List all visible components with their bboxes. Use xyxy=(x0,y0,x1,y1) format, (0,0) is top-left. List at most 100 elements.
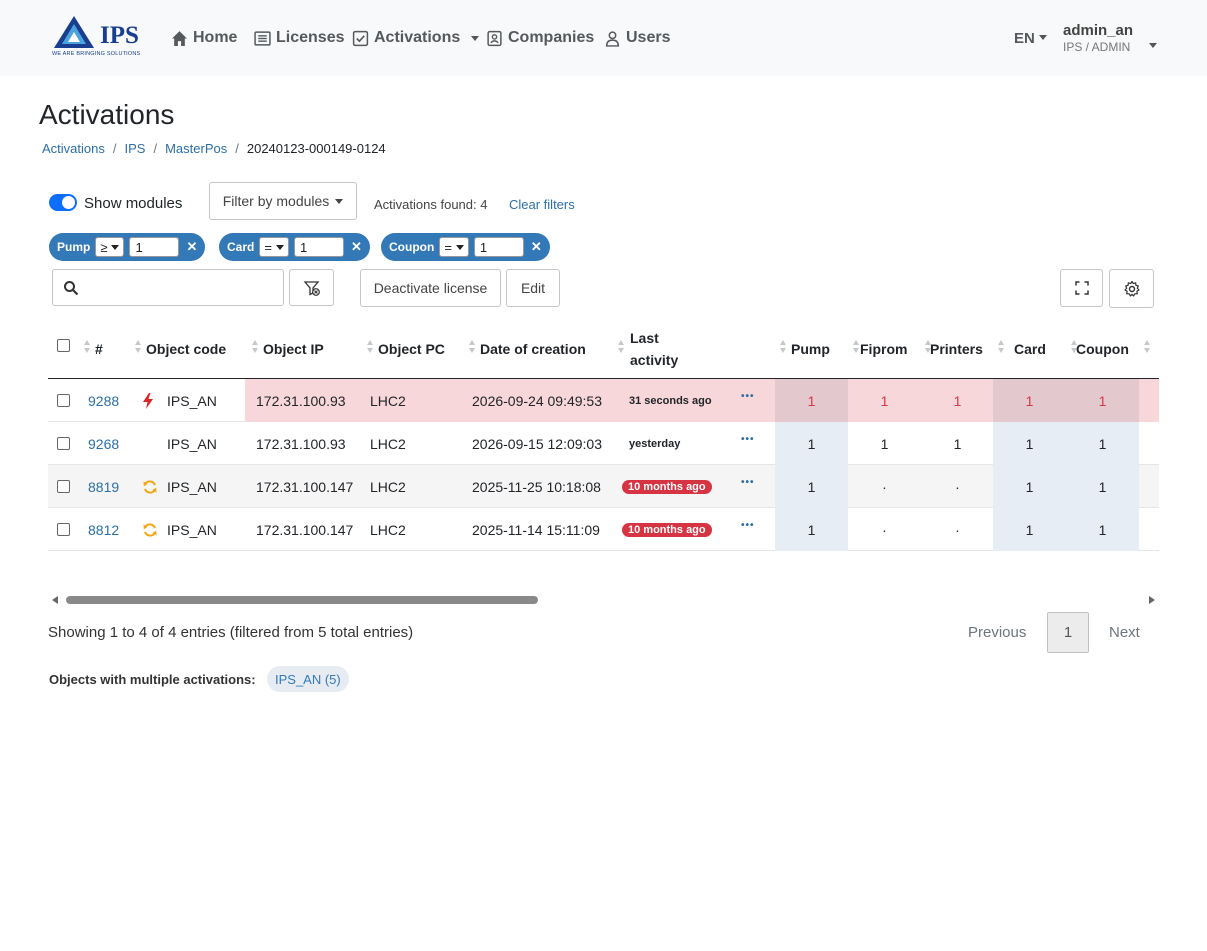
row-checkbox[interactable] xyxy=(57,480,70,493)
sort-icon[interactable] xyxy=(618,340,625,354)
nav-licenses[interactable]: Licenses xyxy=(254,29,344,47)
col-header-num[interactable]: # xyxy=(95,340,103,357)
pagination-page-1[interactable]: 1 xyxy=(1047,612,1089,653)
user-menu[interactable]: admin_an IPS / ADMIN xyxy=(1063,22,1157,54)
sort-icon[interactable] xyxy=(367,340,374,354)
row-module-fiprom: · xyxy=(882,521,887,538)
row-object-ip: 172.31.100.147 xyxy=(256,521,354,538)
col-header-fiprom[interactable]: Fiprom xyxy=(860,340,908,357)
nav-companies[interactable]: Companies xyxy=(486,29,594,47)
user-name: admin_an xyxy=(1063,22,1134,39)
table-info: Showing 1 to 4 of 4 entries (filtered fr… xyxy=(48,624,414,641)
row-date-creation: 2026-09-24 09:49:53 xyxy=(472,392,602,409)
row-checkbox[interactable] xyxy=(57,394,70,407)
pagination-next[interactable]: Next xyxy=(1109,624,1140,641)
row-menu-icon[interactable]: ••• xyxy=(741,520,755,531)
chip-operator-select[interactable]: = xyxy=(259,237,289,257)
clear-filters-link[interactable]: Clear filters xyxy=(509,197,575,212)
sort-icon[interactable] xyxy=(135,340,142,354)
chip-value-input[interactable]: 1 xyxy=(293,237,344,257)
page-title: Activations xyxy=(39,99,175,130)
nav-activations[interactable]: Activations xyxy=(352,29,480,47)
show-modules-toggle[interactable] xyxy=(49,194,77,211)
filter-by-modules-button[interactable]: Filter by modules xyxy=(209,182,357,220)
row-id-link[interactable]: 8812 xyxy=(88,521,120,538)
row-module-coupon: 1 xyxy=(1066,422,1139,465)
sort-icon[interactable] xyxy=(252,340,259,354)
multiple-activations-badge[interactable]: IPS_AN (5) xyxy=(267,666,349,692)
chip-operator-select[interactable]: ≥ xyxy=(95,237,125,257)
clear-filter-button[interactable] xyxy=(289,269,334,306)
sort-icon[interactable] xyxy=(84,340,91,354)
row-module-coupon: 1 xyxy=(1066,508,1139,551)
table-row[interactable]: 8819 IPS_AN 172.31.100.147 LHC2 2025-11-25 1… xyxy=(48,465,1159,508)
row-module-card: 1 xyxy=(993,508,1066,551)
chip-value-input[interactable]: 1 xyxy=(473,237,524,257)
row-object-code: IPS_AN xyxy=(167,435,217,452)
row-module-card: 1 xyxy=(993,379,1066,422)
scroll-right-icon[interactable] xyxy=(1149,596,1155,604)
search-input[interactable] xyxy=(52,269,284,306)
col-header-coupon[interactable]: Coupon xyxy=(1076,340,1129,357)
horizontal-scrollbar[interactable] xyxy=(48,594,1159,606)
multiple-activations-label: Objects with multiple activations: xyxy=(49,672,256,687)
table-row[interactable]: 9288 IPS_AN 172.31.100.93 LHC2 2026-09-24 09… xyxy=(48,379,1159,422)
sort-icon[interactable] xyxy=(780,340,787,354)
col-header-object-code[interactable]: Object code xyxy=(146,340,227,357)
filter-chip-pump: Pump ≥ 1 ✕ xyxy=(49,233,206,261)
nav-users[interactable]: Users xyxy=(604,29,670,47)
chip-operator: ≥ xyxy=(100,239,108,255)
chip-name: Coupon xyxy=(389,240,435,254)
fullscreen-button[interactable] xyxy=(1060,269,1103,307)
fullscreen-icon xyxy=(1074,281,1089,295)
brand-logo[interactable]: IPS WE ARE BRINGING SOLUTIONS xyxy=(52,14,144,60)
row-menu-icon[interactable]: ••• xyxy=(741,391,755,402)
row-id-link[interactable]: 9268 xyxy=(88,435,120,452)
col-header-card[interactable]: Card xyxy=(1014,340,1046,357)
close-icon[interactable]: ✕ xyxy=(530,239,542,254)
row-checkbox[interactable] xyxy=(57,437,70,450)
select-all-checkbox[interactable] xyxy=(57,339,70,352)
col-header-printers[interactable]: Printers xyxy=(930,340,983,357)
close-icon[interactable]: ✕ xyxy=(186,239,198,254)
row-menu-icon[interactable]: ••• xyxy=(741,477,755,488)
close-icon[interactable]: ✕ xyxy=(350,239,362,254)
col-header-object-ip[interactable]: Object IP xyxy=(263,340,324,357)
breadcrumb-license: 20240123-000149-0124 xyxy=(246,141,386,156)
row-id-link[interactable]: 8819 xyxy=(88,478,120,495)
settings-button[interactable] xyxy=(1109,269,1154,308)
sort-icon[interactable] xyxy=(925,340,932,354)
chip-value-input[interactable]: 1 xyxy=(129,237,180,257)
breadcrumb-product[interactable]: MasterPos xyxy=(165,141,228,156)
sort-icon[interactable] xyxy=(853,340,860,354)
row-checkbox[interactable] xyxy=(57,523,70,536)
table-row[interactable]: 8812 IPS_AN 172.31.100.147 LHC2 2025-11-14 1… xyxy=(48,508,1159,551)
sort-icon[interactable] xyxy=(1071,340,1078,354)
chip-operator-select[interactable]: = xyxy=(439,237,469,257)
col-header-last-activity-line2: activity xyxy=(630,351,679,368)
row-menu-icon[interactable]: ••• xyxy=(741,434,755,445)
nav-users-label: Users xyxy=(626,29,671,46)
sort-icon[interactable] xyxy=(998,340,1005,354)
pagination-previous[interactable]: Previous xyxy=(968,624,1027,641)
bolt-icon xyxy=(142,379,158,422)
scrollbar-thumb[interactable] xyxy=(66,596,538,604)
col-header-object-pc[interactable]: Object PC xyxy=(378,340,445,357)
row-last-activity: yesterday xyxy=(629,422,680,465)
language-selector[interactable]: EN xyxy=(1014,30,1047,47)
deactivate-license-button[interactable]: Deactivate license xyxy=(360,269,501,307)
scroll-left-icon[interactable] xyxy=(52,596,58,604)
row-last-activity: 10 months ago xyxy=(622,465,712,508)
col-header-last-activity[interactable]: Last activity xyxy=(630,318,678,379)
sort-icon[interactable] xyxy=(469,340,476,354)
sort-icon[interactable] xyxy=(1144,340,1151,354)
nav-home[interactable]: Home xyxy=(171,29,237,47)
row-id-link[interactable]: 9288 xyxy=(88,392,120,409)
table-row[interactable]: 9268 IPS_AN 172.31.100.93 LHC2 2026-09-15 12… xyxy=(48,422,1159,465)
row-object-pc: LHC2 xyxy=(370,435,406,452)
edit-button[interactable]: Edit xyxy=(506,269,560,307)
col-header-date-creation[interactable]: Date of creation xyxy=(480,340,586,357)
breadcrumb-company[interactable]: IPS xyxy=(124,141,146,156)
breadcrumb-activations[interactable]: Activations xyxy=(42,141,105,156)
col-header-pump[interactable]: Pump xyxy=(791,340,830,357)
